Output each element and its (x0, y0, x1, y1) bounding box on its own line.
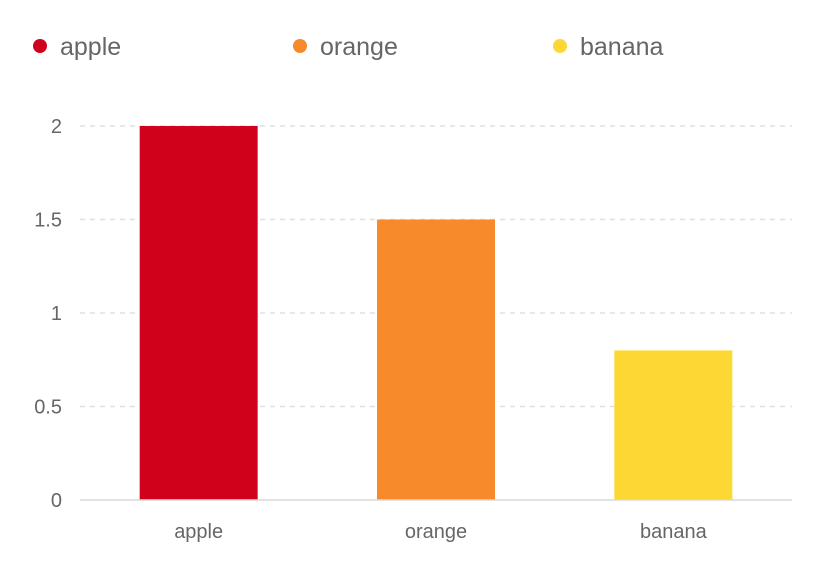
y-axis: 0 0.5 1 1.5 2 (34, 116, 62, 512)
y-tick-label-2: 2 (51, 116, 62, 138)
y-tick-label-0.5: 0.5 (34, 397, 62, 419)
legend-item-orange[interactable]: orange (293, 33, 398, 61)
legend-item-banana[interactable]: banana (553, 33, 664, 61)
chart-legend: apple orange banana (33, 33, 664, 61)
y-tick-label-0: 0 (51, 490, 62, 512)
bar-orange[interactable] (377, 219, 495, 501)
legend-label-orange: orange (320, 33, 398, 61)
legend-marker-orange (293, 39, 307, 53)
x-axis: apple orange banana (174, 521, 707, 543)
bar-series (139, 126, 733, 501)
x-tick-label-apple: apple (174, 521, 223, 543)
x-tick-label-banana: banana (640, 521, 708, 543)
x-tick-label-orange: orange (405, 521, 467, 543)
legend-marker-apple (33, 39, 47, 53)
legend-label-banana: banana (580, 33, 664, 61)
bar-apple[interactable] (139, 126, 258, 500)
y-tick-label-1.5: 1.5 (34, 210, 62, 232)
bar-banana[interactable] (614, 350, 733, 500)
legend-label-apple: apple (60, 33, 121, 61)
legend-marker-banana (553, 39, 567, 53)
legend-item-apple[interactable]: apple (33, 33, 121, 61)
y-tick-label-1: 1 (51, 303, 62, 325)
